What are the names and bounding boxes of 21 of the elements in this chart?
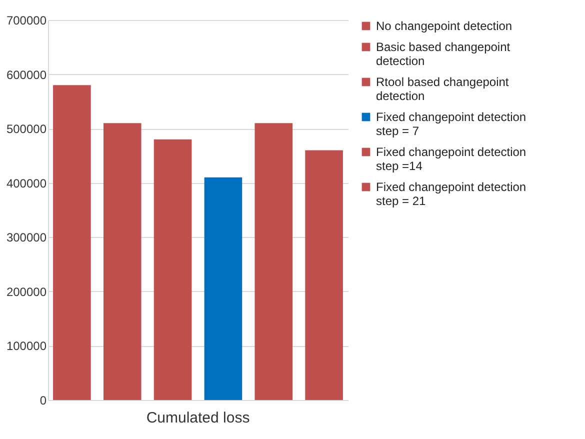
y-tick-label: 400000 bbox=[6, 176, 47, 190]
legend-label: Fixed changepoint detection step = 21 bbox=[376, 180, 526, 208]
legend-label: Fixed changepoint detection step =14 bbox=[376, 145, 526, 173]
bar bbox=[154, 139, 192, 400]
legend-label: Basic based changepoint detection bbox=[376, 40, 511, 68]
bar bbox=[305, 150, 343, 400]
bar bbox=[204, 177, 242, 400]
legend-label: No changepoint detection bbox=[376, 19, 512, 33]
y-tick-label: 200000 bbox=[6, 284, 47, 299]
bar bbox=[53, 85, 91, 400]
bar bbox=[103, 123, 142, 400]
y-tick-label: 500000 bbox=[6, 122, 47, 136]
y-tick-label: 700000 bbox=[6, 14, 47, 28]
y-tick-label: 600000 bbox=[6, 68, 47, 82]
x-tick-label: Cumulated loss bbox=[146, 410, 250, 426]
y-tick-label: 300000 bbox=[6, 230, 47, 245]
bar bbox=[254, 123, 293, 400]
y-tick-label: 0 bbox=[40, 394, 47, 408]
y-tick-label: 100000 bbox=[6, 339, 47, 354]
legend-label: Fixed changepoint detection step = 7 bbox=[376, 110, 526, 138]
legend-label: Rtool based changepoint detection bbox=[376, 75, 510, 103]
